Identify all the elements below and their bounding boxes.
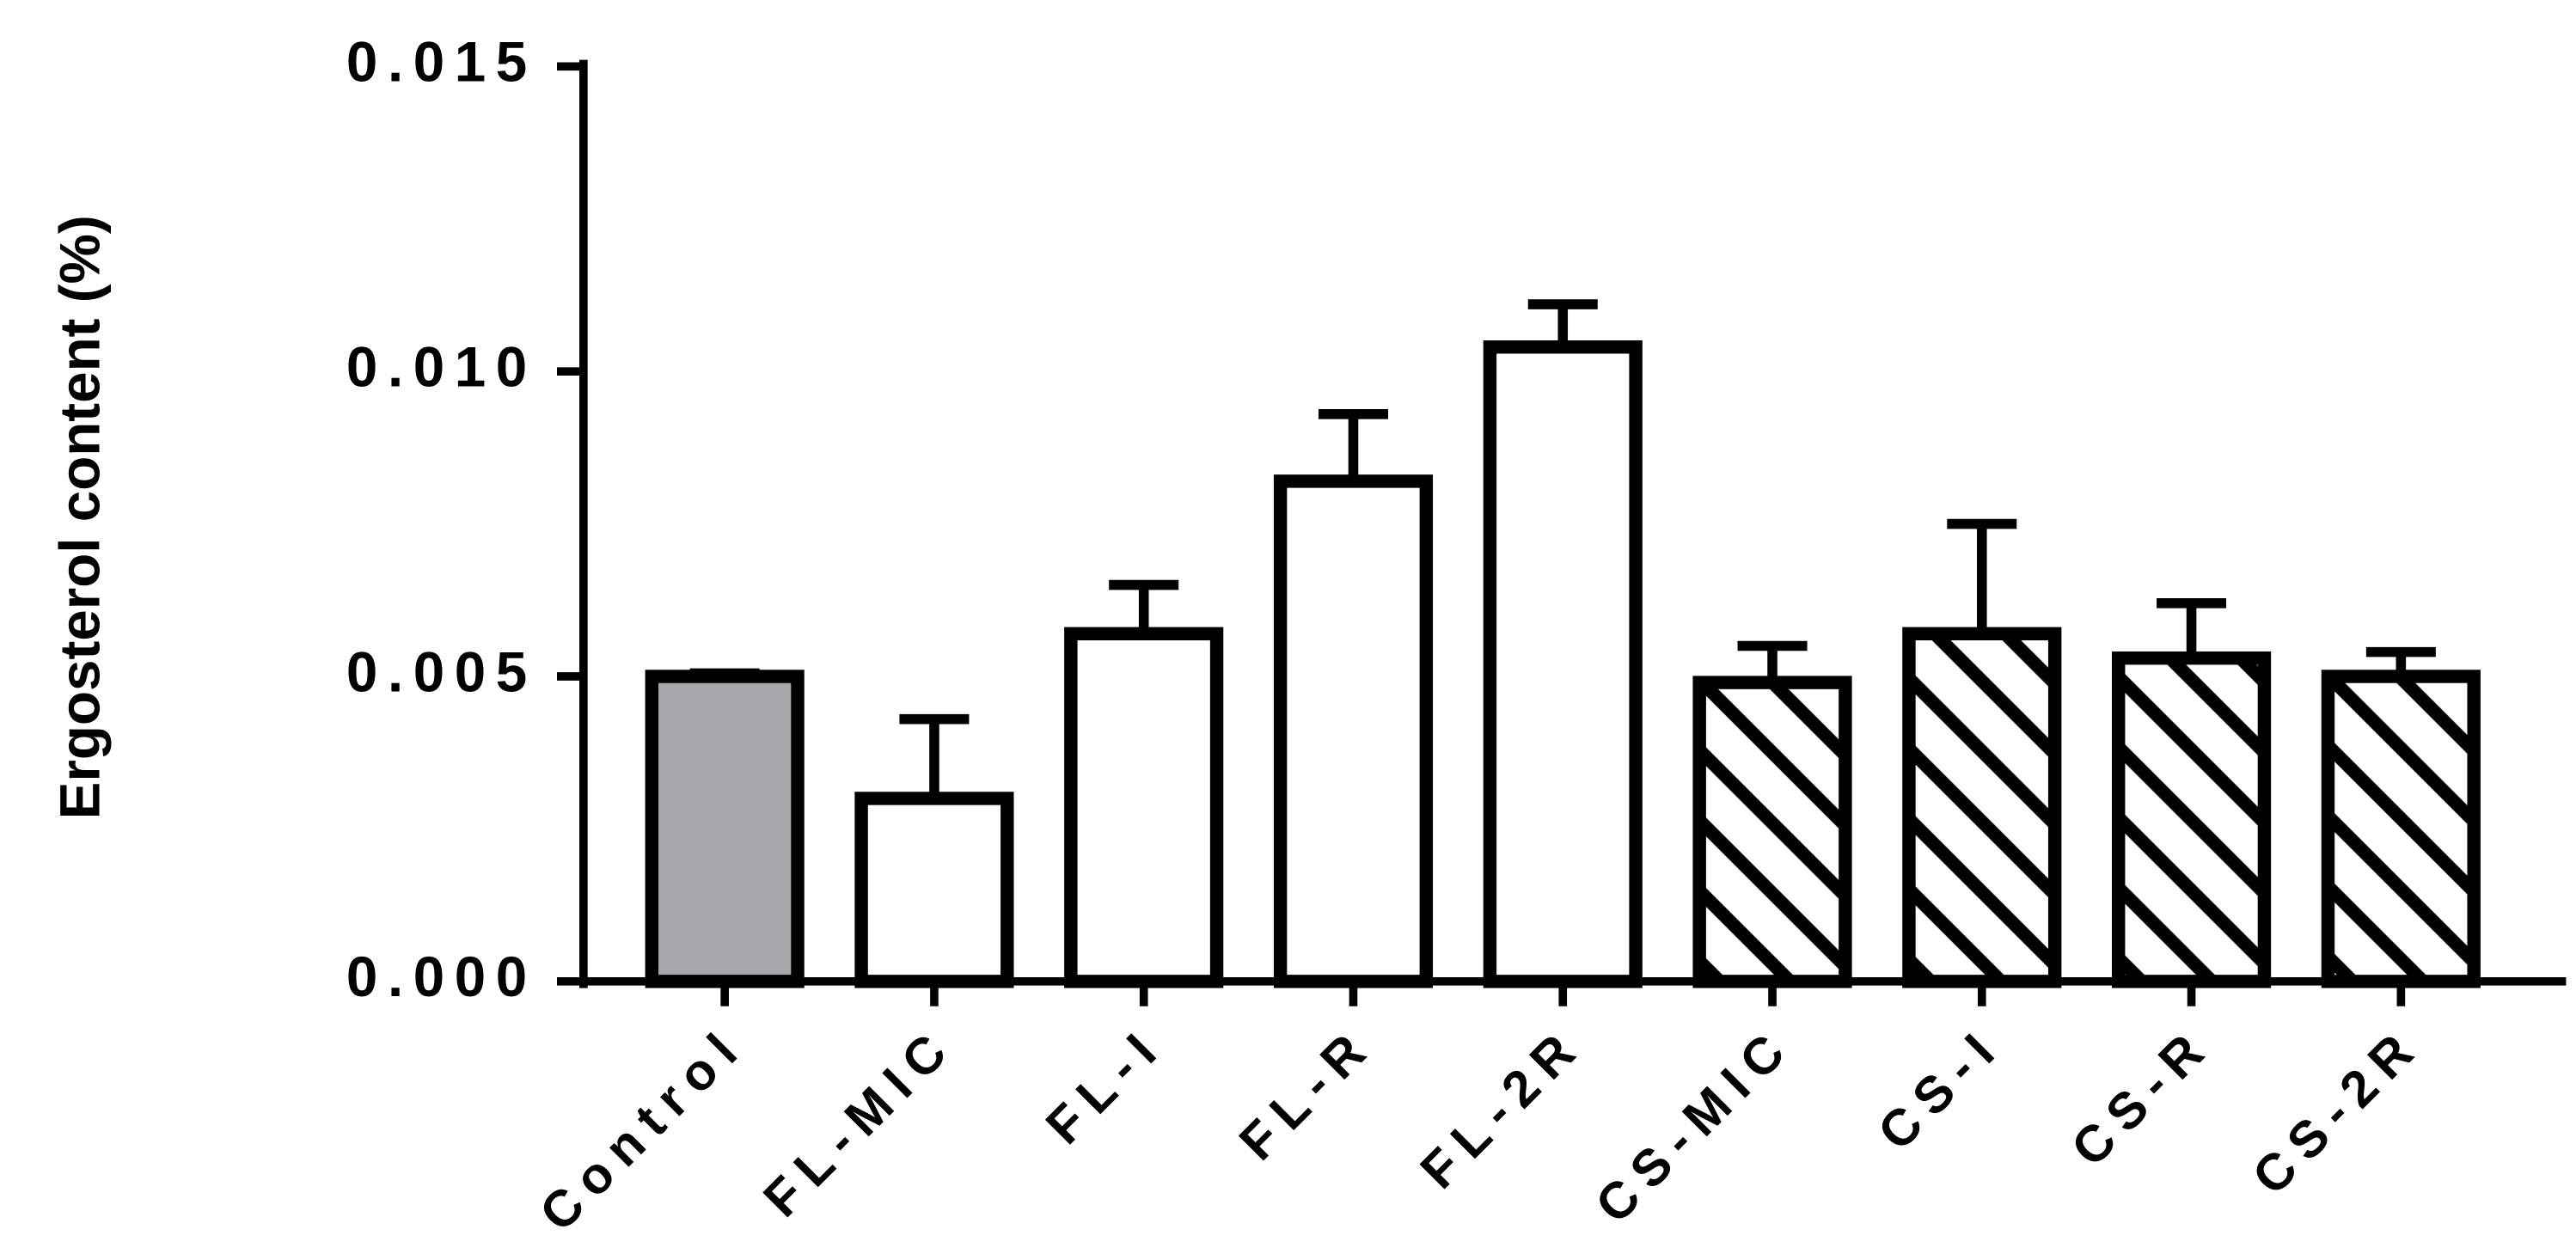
y-tick-label: 0.010 <box>346 335 537 398</box>
y-tick-label: 0.005 <box>346 640 537 703</box>
bar <box>1902 627 2062 988</box>
bar <box>2321 670 2481 988</box>
x-tick-label: CS-MIC <box>1584 1015 1803 1234</box>
bar <box>1483 340 1643 988</box>
bar <box>1692 676 1852 988</box>
bar <box>2112 651 2272 988</box>
y-axis-title: Ergosterol content (%) <box>49 215 112 819</box>
x-tick-label: Control <box>529 1015 756 1242</box>
x-tick-label: FL-MIC <box>752 1015 965 1228</box>
bar <box>1273 474 1434 988</box>
y-tick-label: 0.000 <box>346 945 537 1008</box>
x-tick-label: FL-R <box>1228 1015 1385 1171</box>
bar <box>1064 627 1224 988</box>
x-tick-label: FL-I <box>1035 1015 1175 1155</box>
x-tick-label: CS-I <box>1867 1015 2013 1161</box>
y-tick-label: 0.015 <box>346 31 537 94</box>
bar <box>854 792 1014 988</box>
x-tick-label: CS-2R <box>2242 1015 2432 1206</box>
x-tick-label: FL-2R <box>1410 1015 1594 1200</box>
x-tick-label: CS-R <box>2060 1015 2223 1177</box>
bar <box>645 670 805 988</box>
